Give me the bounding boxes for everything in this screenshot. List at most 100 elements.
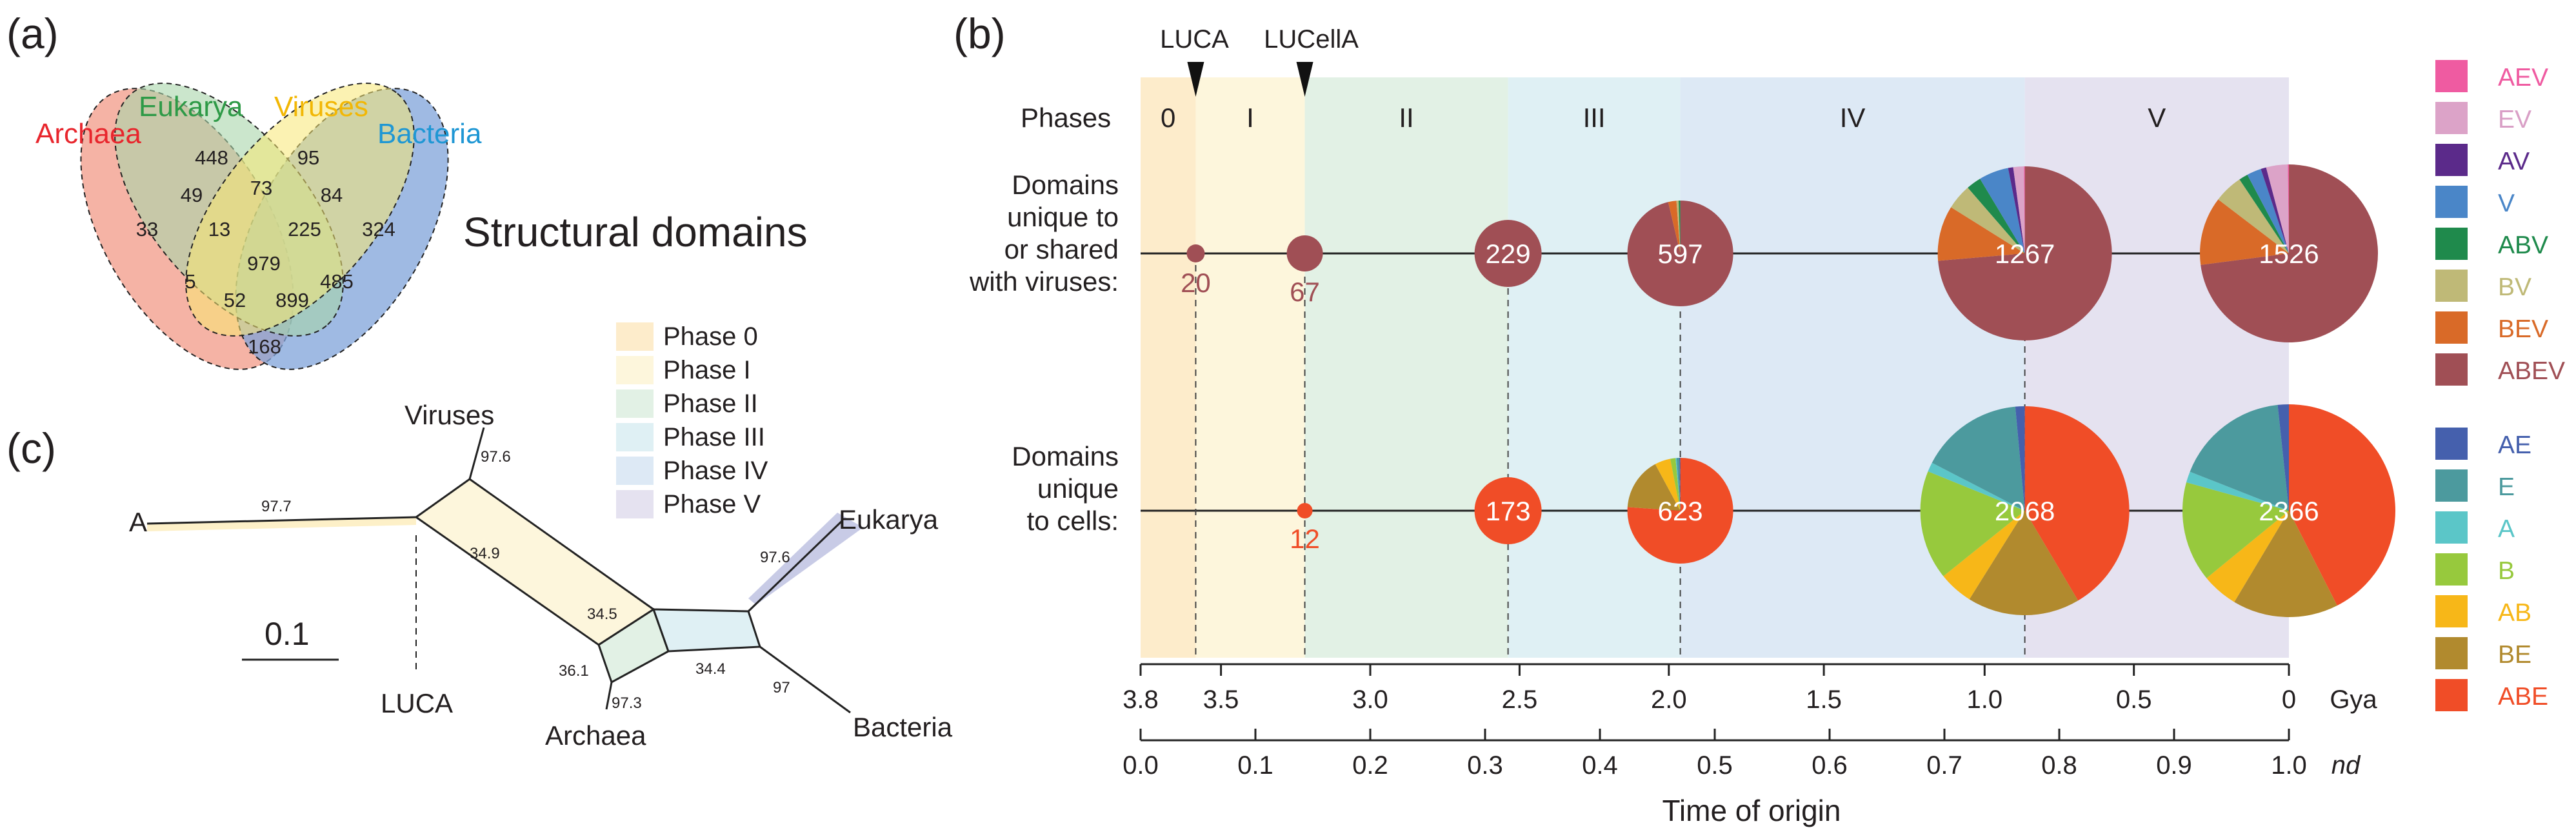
nd-tick-label-10: 1.0 bbox=[2271, 751, 2307, 780]
pie-viruses-1-slice-ABEV bbox=[1286, 235, 1323, 271]
pie-viruses-5-slice-BV bbox=[2218, 179, 2289, 253]
panel-b: (b) 0 I II III IV V LUCA LUCellA Phases Domain… bbox=[954, 10, 2396, 827]
tree-support-7: 34.4 bbox=[695, 660, 726, 678]
legend-label-E: E bbox=[2498, 473, 2515, 501]
legend-label-BV: BV bbox=[2498, 273, 2531, 301]
pie-viruses-3-slice-ABV bbox=[1679, 201, 1681, 253]
nd-tick-label-3: 0.3 bbox=[1467, 751, 1503, 780]
phase-legend-swatch-2 bbox=[616, 389, 654, 418]
pie-viruses-5-slice-ABV bbox=[2239, 174, 2289, 253]
venn-region-evb: 225 bbox=[288, 218, 321, 241]
phase-legend: Phase 0 Phase I Phase II Phase III Phase IV P… bbox=[616, 322, 768, 518]
row-label-viruses: Domains unique to or shared with viruses… bbox=[969, 170, 1119, 297]
row-label-viruses-1: Domains bbox=[1012, 170, 1119, 200]
row-label-cells: Domains unique to cells: bbox=[1012, 441, 1119, 536]
pie-viruses-5-slice-V bbox=[2247, 169, 2289, 253]
tree-scale-label: 0.1 bbox=[265, 616, 310, 652]
pie-cells-label-1: 173 bbox=[1486, 496, 1531, 526]
row-label-cells-2: unique bbox=[1037, 473, 1119, 504]
tree-support-2: 97.6 bbox=[481, 448, 511, 466]
tree-leaf-viruses: Viruses bbox=[404, 400, 494, 430]
pie-viruses-4-slice-BV bbox=[1951, 187, 2025, 253]
venn-label-bacteria: Bacteria bbox=[377, 118, 482, 150]
pie-cells-2-slice-B bbox=[1670, 458, 1681, 511]
pie-cells-2-slice-AB bbox=[1655, 458, 1681, 511]
tree-support-1: 97.7 bbox=[261, 498, 292, 515]
pie-cells-4-slice-A bbox=[2186, 471, 2289, 511]
phase-legend-label-5: Phase V bbox=[663, 490, 761, 518]
venn-title: Structural domains bbox=[463, 209, 808, 255]
venn-region-ev: 73 bbox=[250, 177, 272, 199]
pie-viruses-4-slice-ABV bbox=[1968, 179, 2025, 253]
pie-viruses-5-slice-ABEV bbox=[2201, 164, 2378, 343]
legend-swatch-ABEV bbox=[2435, 353, 2468, 386]
row-label-viruses-2: unique to bbox=[1007, 202, 1119, 232]
marker-label-1: LUCellA bbox=[1264, 25, 1359, 54]
legend-swatch-AV bbox=[2435, 144, 2468, 176]
legend-swatch-AE bbox=[2435, 428, 2468, 460]
pie-cells-4-slice-BE bbox=[2234, 511, 2337, 618]
legend-swatch-V bbox=[2435, 186, 2468, 218]
legend-swatch-ABE bbox=[2435, 679, 2468, 711]
tree-leaf-a: A bbox=[129, 507, 147, 537]
phase-legend-label-2: Phase II bbox=[663, 389, 758, 418]
phase-legend-swatch-3 bbox=[616, 423, 654, 451]
pie-cells-label-3: 2068 bbox=[1995, 496, 2055, 526]
pie-cells-3-slice-E bbox=[1932, 406, 2025, 511]
legend-swatch-AEV bbox=[2435, 60, 2468, 92]
legend-label-AV: AV bbox=[2498, 148, 2530, 175]
pie-cells-3-slice-ABE bbox=[2024, 406, 2130, 601]
tree-leaf-archaea: Archaea bbox=[545, 720, 646, 751]
tree-branch-archaea bbox=[605, 682, 613, 710]
venn-region-abev: 979 bbox=[247, 252, 281, 275]
phase-legend-swatch-4 bbox=[616, 457, 654, 485]
venn-label-eukarya: Eukarya bbox=[139, 91, 243, 123]
venn-region-avb: 899 bbox=[275, 289, 309, 311]
phase-name-0: 0 bbox=[1161, 103, 1175, 133]
legend-swatch-BE bbox=[2435, 637, 2468, 669]
pie-viruses-4-slice-AV bbox=[2008, 167, 2025, 253]
tree-leaf-luca: LUCA bbox=[381, 688, 453, 718]
pie-cells-3-slice-A bbox=[1928, 462, 2025, 511]
pie-cells-3-slice-AE bbox=[2015, 406, 2025, 511]
nd-tick-label-5: 0.5 bbox=[1697, 751, 1733, 780]
pie-cells-3-slice-BE bbox=[1969, 511, 2079, 616]
tree-branch-glow-a bbox=[147, 517, 416, 531]
phase-name-2: II bbox=[1399, 103, 1413, 133]
gya-tick-label-2: 3.0 bbox=[1352, 685, 1388, 714]
nd-tick-label-8: 0.8 bbox=[2041, 751, 2077, 780]
gya-tick-label-0: 3.8 bbox=[1123, 685, 1159, 714]
venn-region-ae: 49 bbox=[181, 184, 203, 206]
tree-support-9: 97 bbox=[773, 679, 790, 696]
legend-label-A: A bbox=[2498, 515, 2515, 543]
pie-viruses-3-slice-BEV bbox=[1668, 201, 1681, 253]
legend-swatch-B bbox=[2435, 553, 2468, 586]
phase-name-5: V bbox=[2148, 103, 2166, 133]
legend-swatch-EV bbox=[2435, 102, 2468, 134]
pie-viruses-4-slice-BEV bbox=[1937, 207, 2025, 261]
legend-swatch-E bbox=[2435, 469, 2468, 502]
venn-region-ab: 168 bbox=[248, 335, 281, 358]
tree-box-phase3 bbox=[652, 608, 762, 653]
phases-heading: Phases bbox=[1021, 103, 1111, 133]
legend-swatch-A bbox=[2435, 511, 2468, 544]
tree-network: A Viruses Eukarya Bacteria Archaea LUCA … bbox=[129, 400, 953, 751]
legend-swatch-BEV bbox=[2435, 311, 2468, 344]
nd-unit: nd bbox=[2331, 751, 2361, 780]
venn-ellipse-viruses bbox=[185, 83, 415, 337]
pie-cells-4-slice-E bbox=[2190, 404, 2289, 511]
gya-tick-label-6: 1.0 bbox=[1966, 685, 2002, 714]
legend-swatch-AB bbox=[2435, 595, 2468, 627]
axis-title: Time of origin bbox=[1662, 794, 1841, 827]
venn-region-e: 448 bbox=[195, 146, 228, 169]
phase-band-3 bbox=[1508, 77, 1681, 658]
row-label-viruses-3: or shared bbox=[1004, 234, 1119, 264]
pie-viruses-5-slice-AEV bbox=[2288, 164, 2289, 253]
nd-tick-label-0: 0.0 bbox=[1123, 751, 1159, 780]
time-axes: 3.8 3.5 3.0 2.5 2.0 1.5 1.0 0.5 0 Gya 0.0 0.1 0.2 0.3… bbox=[1123, 663, 2377, 780]
venn-region-aev: 13 bbox=[208, 218, 230, 241]
nd-tick-label-6: 0.6 bbox=[1812, 751, 1848, 780]
pie-cells-3-slice-AB bbox=[1943, 511, 2025, 600]
